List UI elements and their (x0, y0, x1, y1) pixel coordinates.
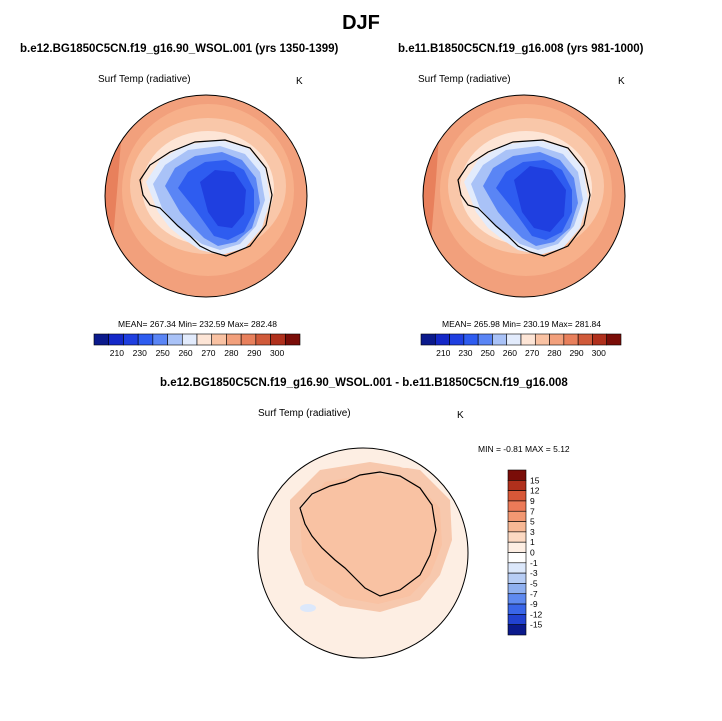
panel3-colorbar-label: 0 (530, 548, 535, 558)
panel1-colorbar-swatch (181, 333, 198, 346)
panel3-colorbar-swatch (507, 614, 527, 625)
panel1-colorbar-swatch (211, 333, 227, 346)
panel2-case-title: b.e11.B1850C5CN.f19_g16.008 (yrs 981-100… (398, 43, 644, 55)
panel1-colorbar-swatch (123, 333, 139, 346)
panel3-colorbar-swatch (507, 521, 527, 533)
panel2-colorbar-swatch (477, 333, 493, 346)
panel2-colorbar-swatch (563, 333, 579, 346)
panel1-colorbar-label: 250 (156, 348, 170, 358)
panel1-colorbar-label: 290 (247, 348, 261, 358)
panel1-colorbar-swatch (255, 333, 271, 346)
panel3-colorbar-label: 1 (530, 537, 535, 547)
panel2-colorbar-swatch (592, 333, 608, 346)
panel1-colorbar-label: 280 (224, 348, 238, 358)
panel3-colorbar-swatch (507, 531, 527, 543)
panel1-colorbar-swatch (167, 333, 183, 346)
panel3-colorbar-swatch (507, 541, 527, 553)
panel2-colorbar-swatch (534, 333, 550, 346)
panel2-colorbar-swatch (420, 333, 436, 346)
panel1-colorbar-swatch (108, 333, 124, 346)
panel1-colorbar: 210 230 250 260 270 280 290 300 (93, 333, 301, 358)
panel2-colorbar-label: 300 (592, 348, 606, 358)
panel3-colorbar-label: -12 (530, 609, 543, 619)
page-title: DJF (342, 12, 380, 34)
panel2-variable-label: Surf Temp (radiative) (418, 74, 511, 85)
panel1-case-title: b.e12.BG1850C5CN.f19_g16.90_WSOL.001 (yr… (20, 43, 339, 55)
panel3-colorbar-label: 9 (530, 496, 535, 506)
panel3-colorbar-label: -15 (530, 620, 543, 630)
panel3-variable-label: Surf Temp (radiative) (258, 408, 351, 419)
panel3-colorbar-label: 7 (530, 506, 535, 516)
panel2-colorbar-swatch (520, 333, 536, 346)
panel2-colorbar-label: 290 (569, 348, 583, 358)
panel2-colorbar-label: 280 (547, 348, 561, 358)
panel1-stats: MEAN= 267.34 Min= 232.59 Max= 282.48 (118, 319, 278, 329)
panel1-colorbar-swatch (152, 333, 168, 346)
panel3-colorbar-swatch (507, 552, 527, 564)
panel3-stats: MIN = -0.81 MAX = 5.12 (478, 444, 570, 454)
panel2-colorbar-swatch (506, 333, 522, 346)
panel3-units-label: K (457, 410, 464, 421)
panel2-units-label: K (618, 76, 625, 87)
panel3-colorbar-swatch (507, 572, 527, 584)
panel1-colorbar-swatch (226, 333, 242, 346)
panel3-case-title: b.e12.BG1850C5CN.f19_g16.90_WSOL.001 - b… (160, 377, 568, 389)
panel3-colorbar-swatch (507, 500, 527, 512)
panel2-polar-map (422, 94, 626, 298)
panel3-colorbar-swatch (507, 583, 527, 595)
panel3-polar-map (257, 447, 469, 659)
panel1-colorbar-swatch (240, 333, 257, 346)
panel1-colorbar-swatch (93, 333, 110, 346)
panel2-colorbar-label: 270 (525, 348, 539, 358)
panel3-colorbar-label: -7 (530, 589, 538, 599)
panel2-colorbar-swatch (434, 333, 450, 346)
panel1-colorbar-label: 230 (133, 348, 147, 358)
panel2-colorbar: 210 230 250 260 270 280 290 300 (420, 333, 622, 358)
panel3-colorbar-swatch (507, 624, 527, 636)
panel1-colorbar-swatch (137, 333, 154, 346)
panel3-colorbar-label: -9 (530, 599, 538, 609)
panel1-colorbar-swatch (196, 333, 213, 346)
panel2-colorbar-swatch (577, 333, 593, 346)
panel3-colorbar-label: 3 (530, 527, 535, 537)
panel1-colorbar-swatch (284, 333, 301, 346)
panel2-colorbar-swatch (549, 333, 565, 346)
panel1-colorbar-label: 210 (110, 348, 124, 358)
panel3-colorbar-swatch (507, 480, 527, 491)
panel1-colorbar-label: 260 (178, 348, 192, 358)
panel2-colorbar-label: 260 (503, 348, 517, 358)
panel1-units-label: K (296, 76, 303, 87)
panel2-colorbar-swatch (606, 333, 622, 346)
panel1-colorbar-swatch (270, 333, 286, 346)
panel3-colorbar-swatch (507, 562, 527, 574)
panel2-colorbar-label: 250 (481, 348, 495, 358)
panel2-stats: MEAN= 265.98 Min= 230.19 Max= 281.84 (442, 319, 602, 329)
panel2-colorbar-label: 230 (458, 348, 472, 358)
panel2-colorbar-swatch (492, 333, 508, 346)
panel1-variable-label: Surf Temp (radiative) (98, 74, 191, 85)
panel2-colorbar-swatch (463, 333, 479, 346)
panel2-colorbar-swatch (449, 333, 465, 346)
panel3-colorbar-label: -5 (530, 578, 538, 588)
panel1-colorbar-label: 270 (201, 348, 215, 358)
panel1-polar-map (104, 94, 308, 298)
panel3-colorbar-label: 15 (530, 475, 540, 485)
panel3-colorbar-swatch (507, 510, 527, 522)
panel3-colorbar-swatch (507, 490, 527, 502)
panel3-colorbar-label: 12 (530, 486, 540, 496)
panel2-colorbar-label: 210 (436, 348, 450, 358)
panel1-colorbar-label: 300 (270, 348, 284, 358)
panel3-colorbar-swatch (507, 469, 527, 481)
panel3-colorbar-swatch (507, 593, 527, 605)
panel3-colorbar-label: -1 (530, 558, 538, 568)
panel3-colorbar-label: -3 (530, 568, 538, 578)
panel3-colorbar-label: 5 (530, 517, 535, 527)
panel3-colorbar-swatch (507, 603, 527, 615)
